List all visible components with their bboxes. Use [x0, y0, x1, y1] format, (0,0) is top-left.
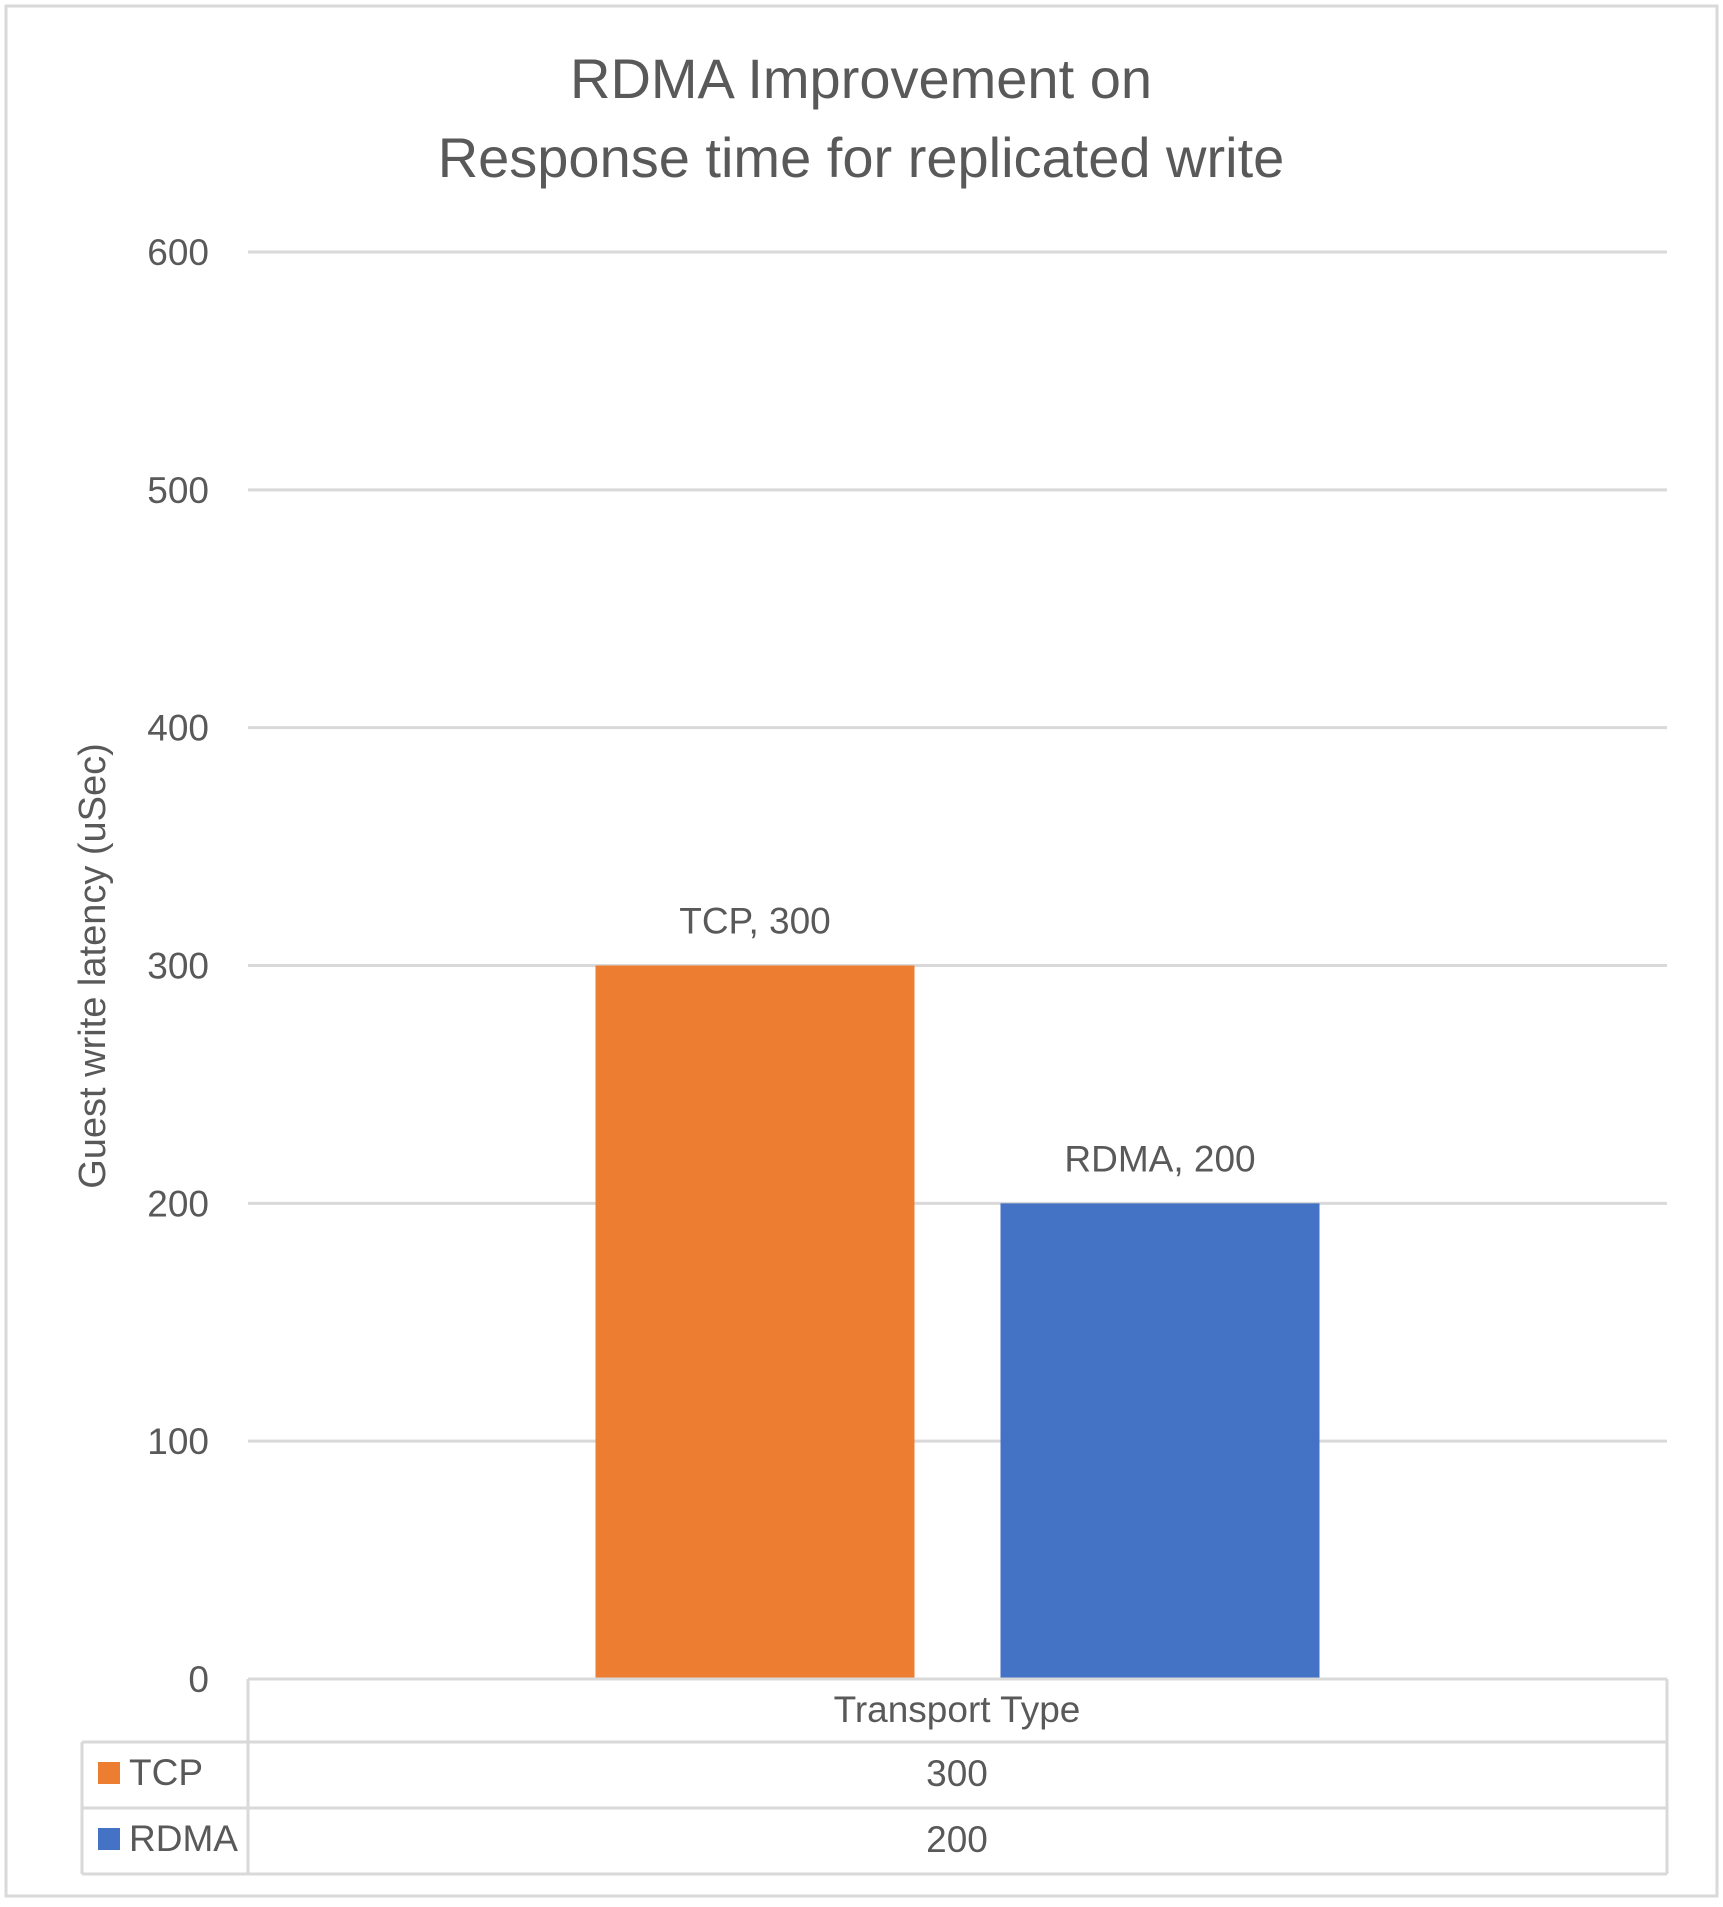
y-tick-label: 100: [147, 1421, 209, 1462]
chart-title-line-2: Response time for replicated write: [438, 126, 1285, 189]
legend-label-tcp: TCP: [129, 1752, 203, 1793]
data-labels: TCP, 300 RDMA, 200: [679, 901, 1255, 1180]
gridlines: [248, 250, 1667, 1443]
y-axis-label: Guest write latency (uSec): [72, 743, 114, 1189]
category-label: Transport Type: [834, 1689, 1081, 1730]
chart-title-line-1: RDMA Improvement on: [570, 47, 1152, 110]
data-label-rdma: RDMA, 200: [1064, 1138, 1255, 1179]
table-value-rdma: 200: [926, 1819, 988, 1860]
y-tick-label: 600: [147, 232, 209, 273]
y-tick-labels: 0 100 200 300 400 500 600: [147, 232, 209, 1700]
data-table: Transport Type TCP 300 RDMA 200: [80, 1677, 1669, 1876]
table-value-tcp: 300: [926, 1753, 988, 1794]
legend-swatch-rdma: [98, 1828, 120, 1850]
bars: [595, 965, 1320, 1679]
legend-label-rdma: RDMA: [129, 1818, 238, 1859]
y-tick-label: 300: [147, 946, 209, 987]
y-tick-label: 500: [147, 470, 209, 511]
bar-tcp: [595, 965, 915, 1679]
y-tick-label: 400: [147, 708, 209, 749]
bar-rdma: [1000, 1203, 1320, 1679]
data-label-tcp: TCP, 300: [679, 901, 831, 942]
y-tick-label: 200: [147, 1183, 209, 1224]
y-tick-label: 0: [188, 1659, 209, 1700]
legend-swatch-tcp: [98, 1762, 120, 1784]
